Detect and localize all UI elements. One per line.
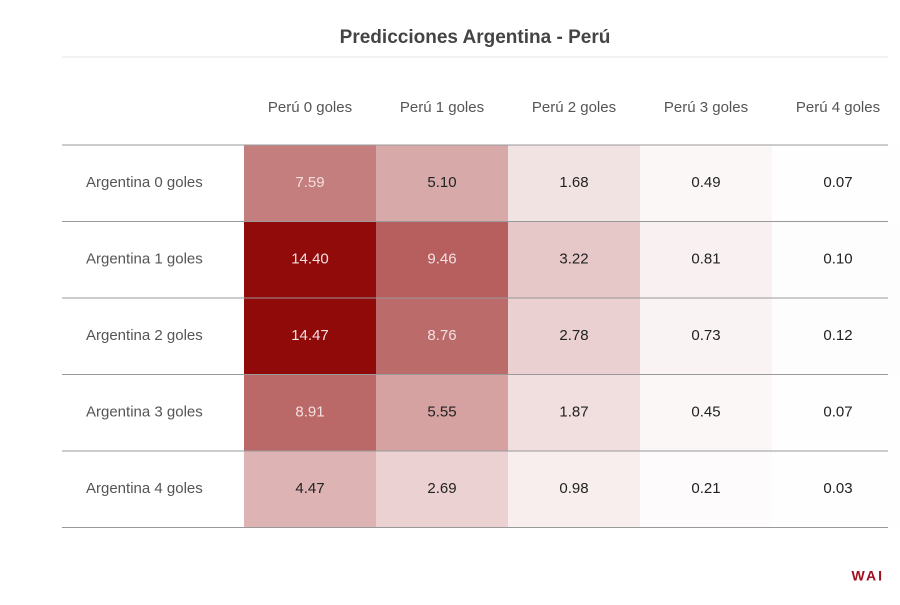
heat-cell	[772, 145, 900, 222]
logo: WAI	[852, 568, 884, 584]
heat-cell	[640, 145, 772, 222]
heat-cell	[508, 374, 640, 451]
column-header: Perú 3 goles	[664, 99, 748, 116]
cell-value: 0.49	[691, 174, 720, 191]
heat-cell	[376, 298, 508, 375]
cell-value: 7.59	[295, 174, 324, 191]
column-header: Perú 4 goles	[796, 99, 880, 116]
heat-cell	[772, 451, 900, 528]
cell-value: 0.21	[691, 480, 720, 497]
cell-value: 1.68	[559, 174, 588, 191]
title: Predicciones Argentina - Perú	[340, 27, 611, 48]
heat-cell	[640, 221, 772, 298]
heat-cell	[640, 374, 772, 451]
heat-cell	[376, 221, 508, 298]
cell-value: 0.07	[823, 174, 852, 191]
heat-cell	[376, 451, 508, 528]
heat-cell	[772, 374, 900, 451]
cell-value: 8.91	[295, 404, 324, 421]
heat-cell	[508, 221, 640, 298]
cell-value: 9.46	[427, 251, 456, 268]
cell-value: 2.69	[427, 480, 456, 497]
heat-cell	[376, 145, 508, 222]
cell-value: 14.47	[291, 327, 329, 344]
row-label: Argentina 2 goles	[86, 327, 203, 344]
cell-value: 0.98	[559, 480, 588, 497]
row-label: Argentina 4 goles	[86, 480, 203, 497]
heat-cell	[772, 221, 900, 298]
cell-value: 0.10	[823, 251, 852, 268]
cell-value: 3.22	[559, 251, 588, 268]
heat-cell	[244, 145, 376, 222]
cell-value: 0.45	[691, 404, 720, 421]
heat-cell	[640, 451, 772, 528]
heat-cell	[772, 298, 900, 375]
cell-value: 0.73	[691, 327, 720, 344]
cell-value: 14.40	[291, 251, 329, 268]
heat-cell	[508, 451, 640, 528]
cell-value: 1.87	[559, 404, 588, 421]
column-header: Perú 0 goles	[268, 99, 352, 116]
heat-cell	[244, 221, 376, 298]
heat-cell	[508, 145, 640, 222]
row-label: Argentina 1 goles	[86, 251, 203, 268]
cell-value: 0.03	[823, 480, 852, 497]
cell-value: 2.78	[559, 327, 588, 344]
cell-value: 5.10	[427, 174, 456, 191]
column-header: Perú 1 goles	[400, 99, 484, 116]
row-label: Argentina 3 goles	[86, 404, 203, 421]
heat-cell	[244, 451, 376, 528]
cell-value: 4.47	[295, 480, 324, 497]
cell-value: 8.76	[427, 327, 456, 344]
column-header: Perú 2 goles	[532, 99, 616, 116]
heat-cell	[508, 298, 640, 375]
cell-value: 5.55	[427, 404, 456, 421]
heat-cell	[640, 298, 772, 375]
cell-value: 0.12	[823, 327, 852, 344]
heat-cell	[244, 298, 376, 375]
heat-cell	[244, 374, 376, 451]
heat-cell	[376, 374, 508, 451]
cell-value: 0.07	[823, 404, 852, 421]
row-label: Argentina 0 goles	[86, 174, 203, 191]
cell-value: 0.81	[691, 251, 720, 268]
